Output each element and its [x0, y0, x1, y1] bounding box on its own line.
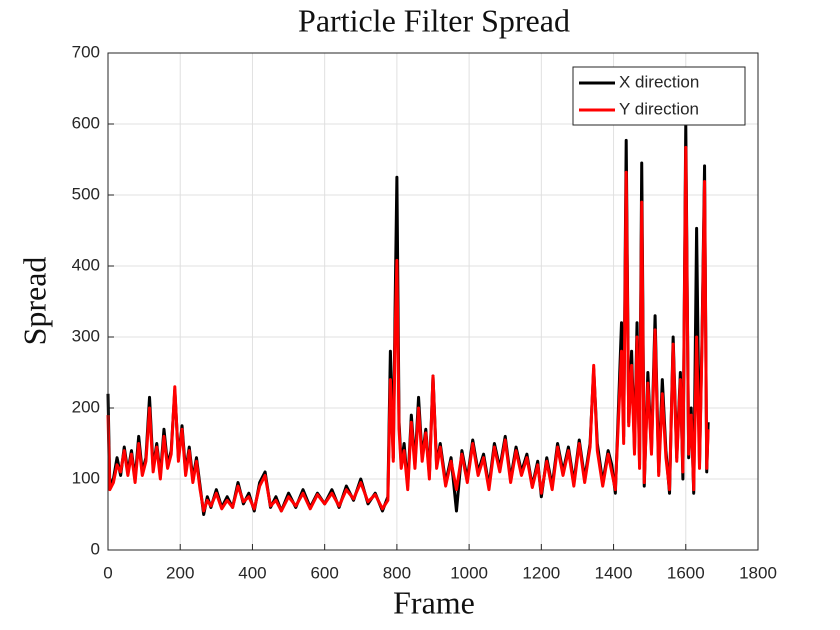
x-axis-label: Frame [393, 584, 475, 620]
legend-label: X direction [619, 72, 699, 91]
y-tick-label: 300 [72, 326, 100, 345]
data-line [106, 145, 710, 513]
y-tick-label: 600 [72, 113, 100, 132]
axes-box [107, 52, 759, 551]
y-tick-label: 0 [91, 539, 100, 558]
x-tick-label: 1800 [739, 563, 777, 582]
x-tick-label: 1400 [595, 563, 633, 582]
y-tick-label: 100 [72, 468, 100, 487]
x-tick-label: 200 [166, 563, 194, 582]
y-tick-label: 500 [72, 184, 100, 203]
x-tick-label: 1200 [522, 563, 560, 582]
legend-box [572, 66, 746, 126]
x-tick-label: 800 [383, 563, 411, 582]
x-tick-label: 400 [238, 563, 266, 582]
y-tick-label: 400 [72, 255, 100, 274]
y-tick-label: 700 [72, 42, 100, 61]
x-tick-label: 0 [103, 563, 112, 582]
x-tick-label: 600 [310, 563, 338, 582]
y-axis-label: Spread [16, 257, 52, 346]
x-tick-label: 1600 [667, 563, 705, 582]
chart-title: Particle Filter Spread [298, 2, 570, 38]
x-tick-label: 1000 [450, 563, 488, 582]
y-tick-label: 200 [72, 397, 100, 416]
legend-label: Y direction [619, 99, 699, 118]
